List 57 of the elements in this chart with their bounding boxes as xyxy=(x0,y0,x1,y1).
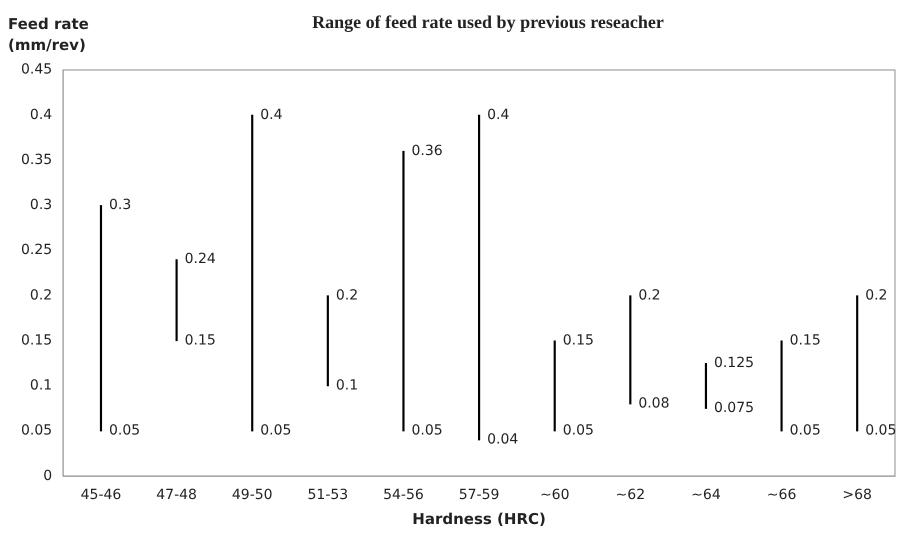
bar xyxy=(402,150,405,432)
annotation: 0.4 xyxy=(487,106,510,123)
annotation: 0.05 xyxy=(411,422,443,439)
annotation: 0.125 xyxy=(714,355,754,372)
annotation: 0.15 xyxy=(562,332,594,348)
bar xyxy=(100,205,102,432)
y-tick-label: 0 xyxy=(43,468,52,484)
y-tick-label: 0.2 xyxy=(30,287,52,304)
bar xyxy=(780,340,783,432)
x-tick-label: ~60 xyxy=(540,487,570,504)
x-tick-label: 45-46 xyxy=(80,487,122,504)
annotation: 0.05 xyxy=(865,422,896,439)
x-tick-label: 54-56 xyxy=(383,487,424,504)
annotation: 0.08 xyxy=(638,396,670,412)
annotation: 0.1 xyxy=(336,378,358,394)
annotation: 0.05 xyxy=(108,422,140,439)
y-tick-label: 0.25 xyxy=(21,242,52,258)
y-tick-label: 0.45 xyxy=(21,62,52,78)
y-tick-label: 0.1 xyxy=(30,378,52,394)
bar xyxy=(251,114,254,432)
x-axis-title: Hardness (HRC) xyxy=(412,510,546,528)
annotation: 0.3 xyxy=(108,197,132,214)
x-tick-label: ~66 xyxy=(766,487,796,504)
bar xyxy=(704,363,708,409)
chart-title: Range of feed rate used by previous reseacher xyxy=(311,12,665,33)
y-axis-title: Feed rate (mm/rev) xyxy=(8,14,90,56)
x-tick-label: 49-50 xyxy=(232,487,273,504)
annotation: 0.2 xyxy=(336,287,358,304)
bar xyxy=(629,295,632,404)
y-tick-label: 0.3 xyxy=(30,197,52,214)
y-tick-label: 0.35 xyxy=(21,152,52,168)
x-tick-label: 51-53 xyxy=(308,487,348,504)
annotation: 0.36 xyxy=(411,142,443,159)
x-tick-label: 47-48 xyxy=(156,487,197,504)
x-tick-label: >68 xyxy=(842,487,872,504)
annotation: 0.15 xyxy=(184,332,216,348)
y-tick-label: 0.15 xyxy=(21,332,52,348)
annotation: 0.075 xyxy=(714,400,754,416)
annotation: 0.05 xyxy=(562,422,594,439)
bar xyxy=(176,259,178,342)
annotation: 0.2 xyxy=(638,287,661,304)
bar xyxy=(326,295,329,386)
annotation: 0.04 xyxy=(487,432,518,448)
annotation: 0.2 xyxy=(865,287,888,304)
annotation: 0.15 xyxy=(790,332,821,348)
x-tick-label: ~62 xyxy=(616,487,646,504)
bar xyxy=(856,295,858,432)
bar xyxy=(478,114,480,440)
y-tick-label: 0.4 xyxy=(30,106,52,123)
x-tick-label: ~64 xyxy=(691,487,721,504)
annotation: 0.4 xyxy=(260,106,283,123)
x-tick-label: 57-59 xyxy=(458,487,500,504)
annotation: 0.05 xyxy=(260,422,292,439)
annotation: 0.05 xyxy=(790,422,821,439)
annotation: 0.24 xyxy=(184,251,216,268)
y-tick-label: 0.05 xyxy=(21,422,52,439)
bar xyxy=(554,340,556,432)
